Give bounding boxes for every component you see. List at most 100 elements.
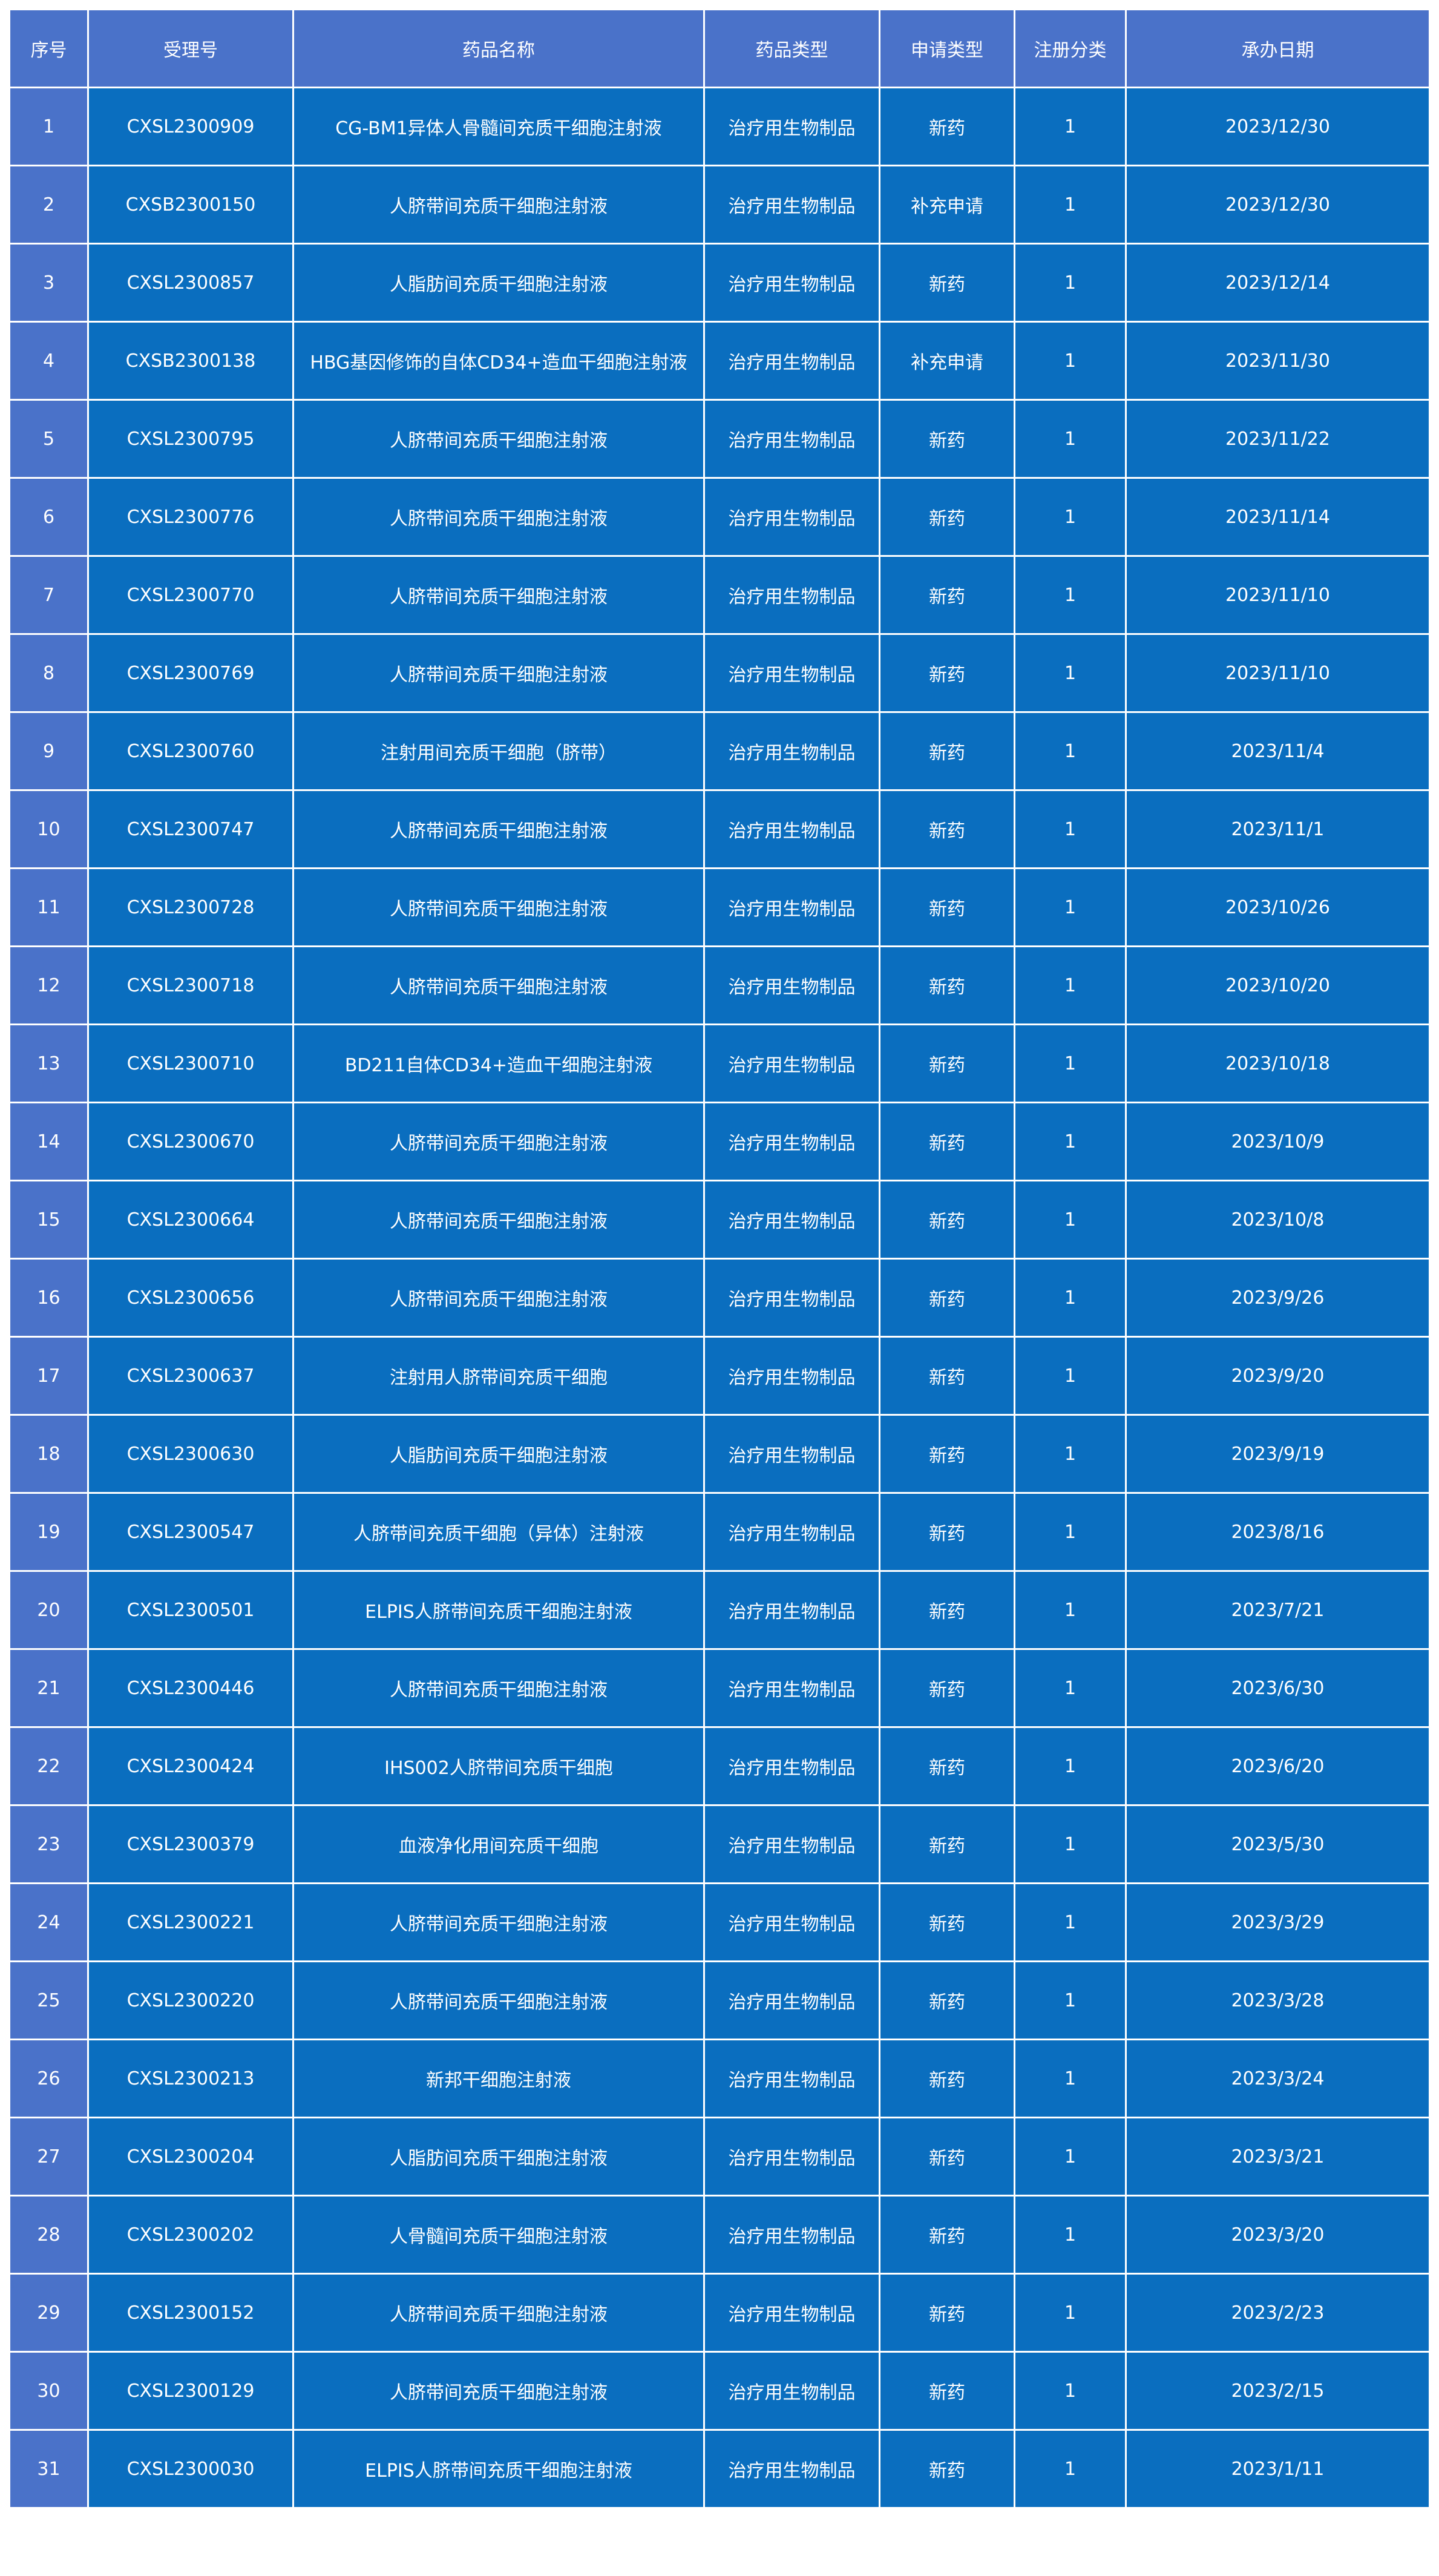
table-row: 3 CXSL2300857 人脂肪间充质干细胞注射液 治疗用生物制品 新药 1 2023/1… [8,243,1431,323]
table-cell: 2023/3/29 [1125,1882,1431,1962]
table-cell: CXSL2300664 [87,1180,294,1260]
table-cell: 人脐带间充质干细胞注射液 [292,1258,705,1338]
table-cell: 治疗用生物制品 [703,477,880,557]
table-cell: 27 [8,2117,89,2196]
table-cell: 2023/12/30 [1125,87,1431,166]
table-cell: 人脐带间充质干细胞注射液 [292,165,705,245]
table-row: 19 CXSL2300547 人脐带间充质干细胞（异体）注射液 治疗用生物制品 新药 1 2… [8,1492,1431,1572]
table-row: 24 CXSL2300221 人脐带间充质干细胞注射液 治疗用生物制品 新药 1 2023/… [8,1882,1431,1962]
header-cell: 受理号 [87,8,294,88]
table-row: 16 CXSL2300656 人脐带间充质干细胞注射液 治疗用生物制品 新药 1 2023/… [8,1258,1431,1338]
table-cell: 新药 [879,477,1015,557]
table-cell: CXSL2300129 [87,2351,294,2431]
table-cell: CXSL2300795 [87,399,294,479]
table-cell: 新药 [879,945,1015,1025]
table-row: 4 CXSB2300138 HBG基因修饰的自体CD34+造血干细胞注射液 治疗用生物… [8,321,1431,401]
table-cell: 人脐带间充质干细胞注射液 [292,399,705,479]
table-cell: 17 [8,1336,89,1416]
table-cell: 治疗用生物制品 [703,1570,880,1650]
table-cell: 新药 [879,1804,1015,1884]
table-cell: 1 [1014,1960,1127,2040]
table-cell: 1 [1014,1648,1127,1728]
table-cell: 21 [8,1648,89,1728]
table-cell: 治疗用生物制品 [703,1804,880,1884]
table-cell: 2023/10/26 [1125,867,1431,947]
table-cell: 2023/9/19 [1125,1414,1431,1494]
table-cell: 2 [8,165,89,245]
table-cell: 治疗用生物制品 [703,87,880,166]
table-cell: 治疗用生物制品 [703,2351,880,2431]
table-cell: 1 [1014,1336,1127,1416]
table-cell: 治疗用生物制品 [703,1024,880,1103]
table-row: 26 CXSL2300213 新邦干细胞注射液 治疗用生物制品 新药 1 2023/3/24 [8,2039,1431,2118]
table-cell: 人脂肪间充质干细胞注射液 [292,2117,705,2196]
table-cell: CXSL2300446 [87,1648,294,1728]
table-cell: 1 [1014,2195,1127,2275]
table-cell: 16 [8,1258,89,1338]
table-row: 1 CXSL2300909 CG-BM1异体人骨髓间充质干细胞注射液 治疗用生物制品新… [8,87,1431,166]
table-cell: 1 [1014,633,1127,713]
table-cell: 2023/2/15 [1125,2351,1431,2431]
table-cell: 人脐带间充质干细胞注射液 [292,555,705,635]
table-cell: 治疗用生物制品 [703,243,880,323]
table-cell: 治疗用生物制品 [703,165,880,245]
table-cell: 治疗用生物制品 [703,1414,880,1494]
table-cell: 1 [1014,1414,1127,1494]
table-cell: 新药 [879,633,1015,713]
header-cell: 申请类型 [879,8,1015,88]
table-cell: 新药 [879,789,1015,869]
table-wrapper: 序号 受理号 药品名称 药品类型 申请类型 注册分类 承办日期 1 CXSL2300909 CG… [8,8,1431,2509]
table-cell: CXSL2300501 [87,1570,294,1650]
table-cell: CXSL2300221 [87,1882,294,1962]
table-row: 31 CXSL2300030 ELPIS人脐带间充质干细胞注射液 治疗用生物制品 新药 1… [8,2429,1431,2509]
table-cell: 新药 [879,1258,1015,1338]
table-cell: 2023/12/14 [1125,243,1431,323]
table-cell: 治疗用生物制品 [703,1492,880,1572]
table-row: 13 CXSL2300710 BD211自体CD34+造血干细胞注射液 治疗用生物制品… [8,1024,1431,1103]
table-cell: 2023/12/30 [1125,165,1431,245]
table-cell: 新药 [879,1180,1015,1260]
table-cell: 人脂肪间充质干细胞注射液 [292,243,705,323]
table-cell: 人脐带间充质干细胞注射液 [292,1102,705,1181]
table-cell: 30 [8,2351,89,2431]
table-row: 5 CXSL2300795 人脐带间充质干细胞注射液 治疗用生物制品 新药 1 2023/1… [8,399,1431,479]
table-cell: 治疗用生物制品 [703,711,880,791]
table-cell: 新药 [879,1648,1015,1728]
table-cell: CXSL2300213 [87,2039,294,2118]
table-cell: 新药 [879,1570,1015,1650]
table-cell: CXSL2300909 [87,87,294,166]
table-cell: 治疗用生物制品 [703,2429,880,2509]
table-row: 20 CXSL2300501 ELPIS人脐带间充质干细胞注射液 治疗用生物制品 新药 1… [8,1570,1431,1650]
table-cell: 治疗用生物制品 [703,2039,880,2118]
table-cell: 1 [1014,2429,1127,2509]
table-cell: 10 [8,789,89,869]
table-cell: 1 [1014,867,1127,947]
table-cell: 人脐带间充质干细胞注射液 [292,2273,705,2353]
table-row: 11 CXSL2300728 人脐带间充质干细胞注射液 治疗用生物制品 新药 1 2023/… [8,867,1431,947]
table-cell: 血液净化用间充质干细胞 [292,1804,705,1884]
table-row: 17 CXSL2300637 注射用人脐带间充质干细胞 治疗用生物制品 新药 1 2023/… [8,1336,1431,1416]
table-cell: 新药 [879,1336,1015,1416]
table-cell: CXSL2300718 [87,945,294,1025]
table-cell: CXSB2300138 [87,321,294,401]
table-cell: CXSL2300379 [87,1804,294,1884]
table-row: 28 CXSL2300202 人骨髓间充质干细胞注射液 治疗用生物制品 新药 1 2023/… [8,2195,1431,2275]
table-cell: 注射用人脐带间充质干细胞 [292,1336,705,1416]
table-cell: 2023/9/26 [1125,1258,1431,1338]
table-cell: 人脐带间充质干细胞注射液 [292,633,705,713]
table-cell: 4 [8,321,89,401]
table-cell: 治疗用生物制品 [703,1336,880,1416]
table-cell: 1 [1014,2351,1127,2431]
table-cell: 1 [1014,1024,1127,1103]
table-cell: 新药 [879,711,1015,791]
table-cell: 2023/11/14 [1125,477,1431,557]
table-cell: 新药 [879,1024,1015,1103]
table-cell: 11 [8,867,89,947]
data-table: 序号 受理号 药品名称 药品类型 申请类型 注册分类 承办日期 1 CXSL2300909 CG… [8,8,1431,2509]
table-cell: 13 [8,1024,89,1103]
table-cell: ELPIS人脐带间充质干细胞注射液 [292,2429,705,2509]
table-cell: 新药 [879,243,1015,323]
table-cell: 人脐带间充质干细胞注射液 [292,945,705,1025]
table-cell: 1 [1014,711,1127,791]
table-cell: 2023/3/24 [1125,2039,1431,2118]
